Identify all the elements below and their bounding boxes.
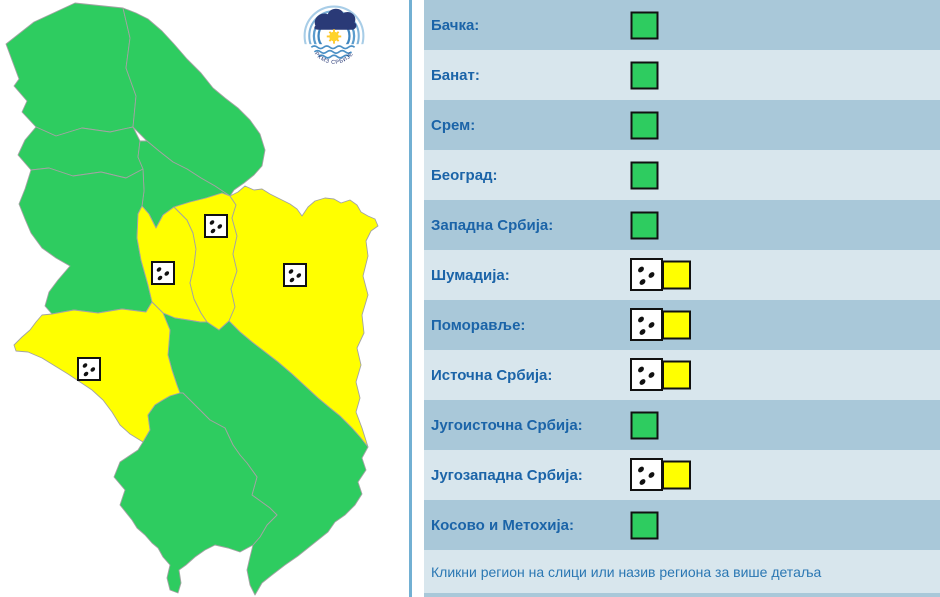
region-row-srem[interactable]: Срем:	[424, 100, 940, 150]
bottom-row-sliver	[424, 593, 940, 597]
rain-icon-pomoravlje	[204, 214, 228, 238]
status-squares	[630, 350, 693, 400]
logo-cloud	[314, 8, 357, 30]
region-row-sumadija[interactable]: Шумадија:	[424, 250, 940, 300]
region-name-link[interactable]: Источна Србија:	[431, 366, 553, 384]
logo-sun	[326, 29, 342, 44]
status-squares	[630, 250, 693, 300]
logo-waves	[310, 45, 356, 59]
rain-yellow-status-squares	[630, 308, 691, 341]
rain-yellow-status-squares	[630, 458, 691, 491]
green-status-square	[630, 411, 659, 439]
rain-icon	[638, 366, 655, 385]
rain-icon	[638, 266, 655, 285]
green-status-square	[630, 111, 659, 139]
region-name-link[interactable]: Шумадија:	[431, 266, 510, 284]
green-status-square	[630, 211, 659, 239]
region-row-backa[interactable]: Бачка:	[424, 0, 940, 50]
region-name-link[interactable]: Београд:	[431, 166, 498, 184]
status-squares	[630, 450, 693, 500]
green-status-square	[630, 11, 659, 39]
status-squares	[630, 100, 659, 150]
region-status-panel: Бачка: Банат: Срем: Београд: Западна Срб…	[424, 0, 940, 597]
footer-note: Кликни регион на слици или назив региона…	[431, 563, 822, 580]
region-name-link[interactable]: Поморавље:	[431, 316, 526, 334]
rain-icon-istocna-srbija	[283, 263, 307, 287]
region-name-link[interactable]: Југозападна Србија:	[431, 466, 583, 484]
serbia-warning-map: РХМЗ СРБИЈЕ	[0, 0, 410, 597]
region-rows: Бачка: Банат: Срем: Београд: Западна Срб…	[424, 0, 940, 550]
region-row-zapadna-srbija[interactable]: Западна Србија:	[424, 200, 940, 250]
region-row-beograd[interactable]: Београд:	[424, 150, 940, 200]
region-row-kosovo-i-metohija[interactable]: Косово и Метохија:	[424, 500, 940, 550]
status-squares	[630, 50, 659, 100]
green-status-square	[630, 61, 659, 89]
rain-icon	[638, 466, 655, 485]
rain-icon-sumadija	[151, 261, 175, 285]
map-region-banat[interactable]	[122, 7, 266, 197]
status-squares	[630, 300, 693, 350]
region-row-jugoistocna-srbija[interactable]: Југоисточна Србија:	[424, 400, 940, 450]
region-row-jugozapadna-srbija[interactable]: Југозападна Србија:	[424, 450, 940, 500]
panel-divider	[409, 0, 412, 597]
rain-icon	[638, 316, 655, 335]
status-squares	[630, 500, 659, 550]
green-status-square	[630, 161, 659, 189]
region-name-link[interactable]: Срем:	[431, 116, 476, 134]
status-squares	[630, 150, 659, 200]
status-squares	[630, 0, 659, 50]
region-name-link[interactable]: Бачка:	[431, 16, 480, 34]
region-name-link[interactable]: Западна Србија:	[431, 216, 554, 234]
region-row-pomoravlje[interactable]: Поморавље:	[424, 300, 940, 350]
map-region-backa[interactable]	[5, 2, 137, 137]
region-row-banat[interactable]: Банат:	[424, 50, 940, 100]
rhmz-logo: РХМЗ СРБИЈЕ	[301, 5, 367, 71]
region-name-link[interactable]: Косово и Метохија:	[431, 516, 575, 534]
rain-icon-jugozapadna-srbija	[77, 357, 101, 381]
status-squares	[630, 200, 659, 250]
region-name-link[interactable]: Банат:	[431, 66, 480, 84]
map-region-kosovo-i-metohija[interactable]	[113, 392, 278, 594]
map-region-zapadna-srbija[interactable]	[18, 167, 153, 315]
region-name-link[interactable]: Југоисточна Србија:	[431, 416, 583, 434]
status-squares	[630, 400, 659, 450]
green-status-square	[630, 511, 659, 539]
rain-yellow-status-squares	[630, 258, 691, 291]
footer-note-row: Кликни регион на слици или назив региона…	[424, 550, 940, 593]
rain-yellow-status-squares	[630, 358, 691, 391]
region-row-istocna-srbija[interactable]: Источна Србија:	[424, 350, 940, 400]
